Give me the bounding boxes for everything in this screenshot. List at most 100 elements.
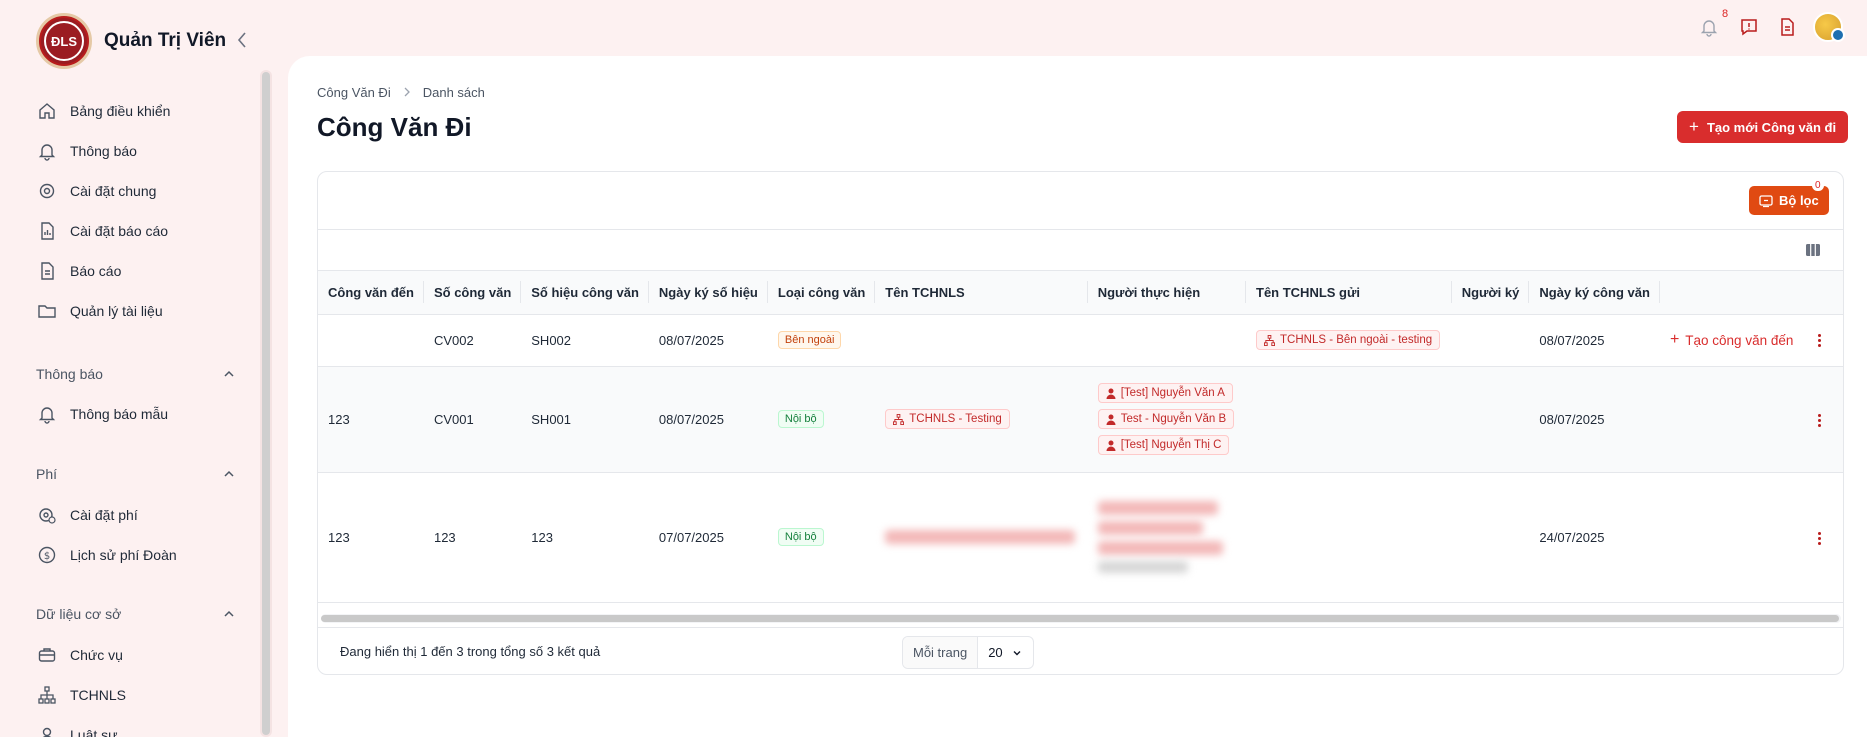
table-row[interactable]: 123 CV001 SH001 08/07/2025 Nội bộ TCHNLS… bbox=[318, 366, 1843, 473]
notification-bell-button[interactable] bbox=[1698, 16, 1720, 38]
column-header[interactable]: Ngày ký công văn bbox=[1529, 271, 1660, 315]
person-tag: [Test] Nguyễn Thị C bbox=[1097, 435, 1230, 455]
table-row[interactable]: 123 123 123 07/07/2025 Nội bộ bbox=[318, 472, 1843, 603]
sender-org-tag: TCHNLS - Bên ngoài - testing bbox=[1256, 330, 1441, 350]
column-header[interactable]: Tên TCHNLS gửi bbox=[1246, 271, 1452, 315]
per-page-value[interactable]: 20 bbox=[978, 637, 1032, 668]
sidebar-item-label: Thông báo mẫu bbox=[70, 406, 169, 422]
column-header[interactable]: Người ký bbox=[1451, 271, 1530, 315]
sidebar-item-label: Cài đặt báo cáo bbox=[70, 223, 169, 239]
cell-number: CV001 bbox=[423, 366, 522, 473]
column-header[interactable]: Công văn đến bbox=[318, 271, 424, 315]
sidebar-item-reports[interactable]: Báo cáo bbox=[36, 256, 121, 286]
create-incoming-link[interactable]: + Tạo công văn đến bbox=[1669, 331, 1794, 348]
sidebar-item-positions[interactable]: Chức vụ bbox=[36, 640, 123, 670]
sidebar-item-label: Chức vụ bbox=[70, 647, 123, 663]
type-badge: Bên ngoài bbox=[777, 331, 842, 349]
section-title: Phí bbox=[36, 466, 58, 482]
per-page-label: Mỗi trang bbox=[903, 637, 979, 668]
column-header[interactable]: Số hiệu công văn bbox=[521, 271, 649, 315]
chevron-down-icon bbox=[1013, 650, 1021, 655]
cell-incoming: 123 bbox=[318, 366, 424, 473]
column-header[interactable]: Người thực hiện bbox=[1087, 271, 1246, 315]
cell-sender-org bbox=[1246, 472, 1452, 603]
type-badge: Nội bộ bbox=[777, 528, 824, 546]
user-icon bbox=[1106, 414, 1116, 425]
sidebar-item-report-settings[interactable]: Cài đặt báo cáo bbox=[36, 216, 168, 246]
notification-count-badge: 8 bbox=[1722, 8, 1729, 20]
folder-icon bbox=[36, 300, 58, 322]
sidebar-item-tchnls[interactable]: TCHNLS bbox=[36, 680, 126, 710]
user-icon bbox=[36, 724, 58, 737]
avatar-status-indicator bbox=[1831, 28, 1845, 42]
sidebar-item-label: Báo cáo bbox=[70, 263, 122, 279]
per-page-select[interactable]: Mỗi trang 20 bbox=[902, 636, 1034, 669]
file-text-icon bbox=[1781, 18, 1794, 36]
sidebar-item-document-management[interactable]: Quản lý tài liệu bbox=[36, 296, 163, 326]
redacted-org bbox=[885, 530, 1076, 544]
outgoing-table: Công văn đến Số công văn Số hiệu công vă… bbox=[318, 271, 1843, 603]
person-tag: [Test] Nguyễn Văn A bbox=[1097, 383, 1233, 403]
sidebar-item-label: Bảng điều khiển bbox=[70, 103, 171, 119]
people-list: [Test] Nguyễn Văn A Test - Nguyễn Văn B … bbox=[1097, 383, 1236, 455]
cell-actions bbox=[1659, 472, 1843, 603]
brand-name: Quản Trị Viên bbox=[104, 30, 227, 51]
column-header[interactable]: Loại công văn bbox=[767, 271, 876, 315]
column-header[interactable]: Tên TCHNLS bbox=[875, 271, 1088, 315]
sidebar-item-notifications[interactable]: Thông báo bbox=[36, 136, 137, 166]
bell-icon bbox=[1700, 20, 1718, 37]
user-avatar[interactable] bbox=[1813, 12, 1843, 42]
logo-text: ĐLS bbox=[44, 21, 84, 61]
cell-people: [Test] Nguyễn Văn A Test - Nguyễn Văn B … bbox=[1087, 366, 1246, 473]
more-vertical-icon[interactable] bbox=[1811, 334, 1827, 348]
sidebar-scrollbar-thumb[interactable] bbox=[262, 72, 270, 735]
org-chart-icon bbox=[36, 684, 58, 706]
feedback-button[interactable] bbox=[1738, 16, 1760, 38]
table-scrollbar-thumb[interactable] bbox=[321, 615, 1839, 622]
org-tag: TCHNLS - Testing bbox=[885, 409, 1010, 429]
table-row[interactable]: CV002 SH002 08/07/2025 Bên ngoài TCHNLS … bbox=[318, 314, 1843, 367]
sidebar-item-fee-history[interactable]: $ Lịch sử phí Đoàn bbox=[36, 540, 177, 570]
sidebar-item-general-settings[interactable]: Cài đặt chung bbox=[36, 176, 156, 206]
columns-icon[interactable] bbox=[1805, 243, 1821, 257]
table-card: Bộ lọc 0 Công văn đến Số công văn Số hiệ… bbox=[317, 171, 1844, 675]
sidebar-item-label: Thông báo bbox=[70, 143, 137, 159]
column-header[interactable]: Ngày ký số hiệu bbox=[648, 271, 768, 315]
more-vertical-icon[interactable] bbox=[1811, 531, 1827, 545]
filter-icon bbox=[1759, 194, 1773, 207]
cell-incoming bbox=[318, 314, 424, 367]
table-toolbar bbox=[318, 230, 1843, 271]
table-header-row: Công văn đến Số công văn Số hiệu công vă… bbox=[318, 271, 1843, 315]
more-vertical-icon[interactable] bbox=[1811, 413, 1827, 427]
sidebar-item-notification-templates[interactable]: Thông báo mẫu bbox=[36, 399, 168, 429]
sidebar-item-dashboard[interactable]: Bảng điều khiển bbox=[36, 96, 170, 126]
briefcase-icon bbox=[36, 644, 58, 666]
section-fees-toggle[interactable]: Phí bbox=[36, 466, 236, 482]
sidebar-item-fee-settings[interactable]: Cài đặt phí bbox=[36, 500, 138, 530]
sidebar-item-label: Quản lý tài liệu bbox=[70, 303, 163, 319]
sidebar-item-label: Cài đặt phí bbox=[70, 507, 138, 523]
cell-org bbox=[875, 314, 1088, 367]
document-button[interactable] bbox=[1776, 16, 1798, 38]
plus-icon: + bbox=[1669, 331, 1680, 348]
redacted-person bbox=[1097, 501, 1218, 515]
cell-actions bbox=[1659, 366, 1843, 473]
section-notifications-toggle[interactable]: Thông báo bbox=[36, 366, 236, 382]
section-master-data-toggle[interactable]: Dữ liệu cơ sở bbox=[36, 606, 236, 622]
cell-sign-date: 08/07/2025 bbox=[648, 366, 768, 473]
column-header[interactable]: Số công văn bbox=[423, 271, 522, 315]
create-outgoing-button[interactable]: + Tạo mới Công văn đi bbox=[1677, 111, 1849, 143]
filter-bar: Bộ lọc 0 bbox=[318, 172, 1843, 230]
message-alert-icon bbox=[1741, 19, 1757, 36]
org-chart-icon bbox=[893, 413, 905, 425]
redacted-person bbox=[1097, 541, 1223, 555]
type-badge: Nội bộ bbox=[777, 410, 824, 428]
user-icon bbox=[1106, 388, 1116, 399]
sidebar-item-lawyers[interactable]: Luật sư bbox=[36, 720, 118, 737]
sidebar-collapse-button[interactable] bbox=[232, 28, 252, 52]
cell-code: SH001 bbox=[521, 366, 649, 473]
bell-icon bbox=[36, 403, 58, 425]
brand[interactable]: ĐLS Quản Trị Viên bbox=[36, 13, 226, 69]
settings-icon bbox=[36, 180, 58, 202]
breadcrumb-item-outgoing[interactable]: Công Văn Đi bbox=[317, 85, 391, 100]
